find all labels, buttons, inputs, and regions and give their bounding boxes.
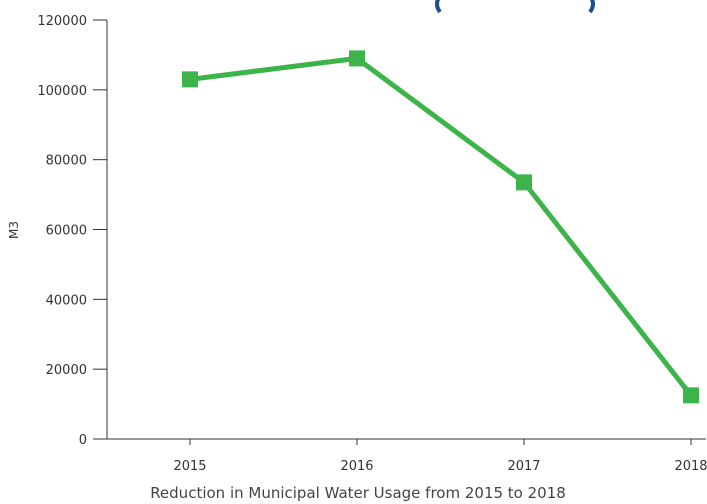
- y-tick-label: 40000: [46, 293, 87, 308]
- y-axis: 0 20000 40000 60000 80000 100000 120000: [37, 14, 108, 448]
- data-point-marker: [516, 174, 532, 191]
- data-point-marker: [349, 50, 365, 67]
- data-point-marker: [683, 387, 699, 404]
- y-tick-label: 120000: [37, 14, 87, 29]
- y-tick-label: 0: [79, 433, 87, 448]
- y-axis-title: M3: [7, 221, 21, 239]
- cropped-title-fragment: [435, 0, 442, 14]
- x-tick-label: 2018: [674, 459, 707, 474]
- x-tick-label: 2016: [340, 459, 373, 474]
- x-tick-label: 2017: [507, 459, 540, 474]
- y-tick-label: 80000: [46, 154, 87, 169]
- series-group: [182, 50, 699, 404]
- y-tick-label: 100000: [37, 84, 87, 99]
- y-tick-label: 20000: [46, 363, 87, 378]
- data-point-marker: [182, 71, 198, 88]
- chart-caption: Reduction in Municipal Water Usage from …: [150, 484, 566, 502]
- cropped-title-fragment: [588, 0, 595, 14]
- y-tick-label: 60000: [46, 224, 87, 239]
- series-line: [189, 55, 693, 397]
- x-axis: 2015 2016 2017 2018: [107, 438, 707, 474]
- x-tick-label: 2015: [173, 459, 206, 474]
